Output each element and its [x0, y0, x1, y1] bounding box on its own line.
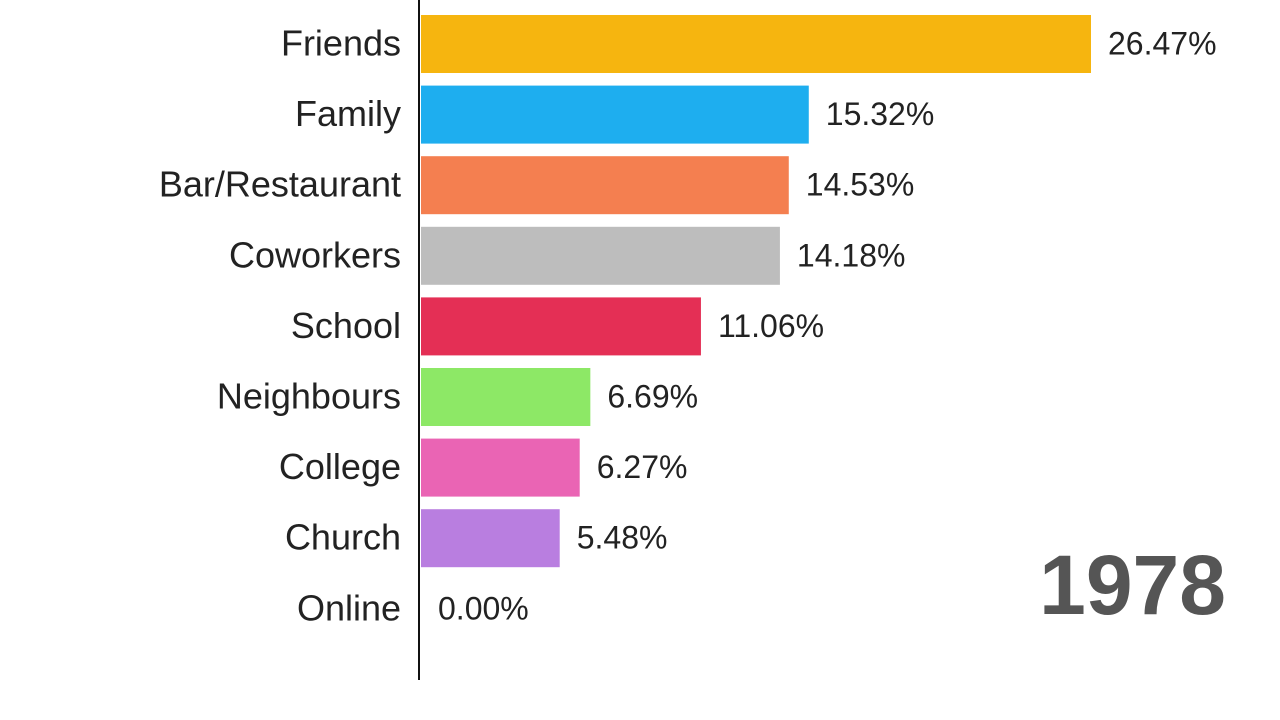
value-label: 0.00%: [438, 590, 529, 626]
bar: [421, 85, 809, 144]
bar: [421, 368, 591, 426]
value-label: 6.69%: [607, 378, 698, 414]
value-label: 11.06%: [718, 308, 824, 344]
value-label: 5.48%: [577, 520, 668, 556]
bar: [421, 438, 580, 497]
category-label: Online: [297, 587, 401, 628]
value-label: 14.18%: [797, 237, 906, 273]
category-label: Friends: [281, 23, 401, 64]
bar: [421, 15, 1091, 73]
category-label: Church: [285, 517, 401, 558]
year-annotation: 1978: [1039, 538, 1226, 632]
value-label: 15.32%: [826, 96, 935, 132]
value-label: 26.47%: [1108, 25, 1217, 61]
category-label: College: [279, 446, 401, 487]
category-label: Bar/Restaurant: [159, 164, 401, 205]
value-label: 6.27%: [597, 449, 688, 485]
value-label: 14.53%: [806, 167, 915, 203]
category-label: School: [291, 305, 401, 346]
bar: [421, 509, 560, 568]
category-label: Family: [295, 93, 401, 134]
bar: [421, 226, 780, 285]
bar: [421, 297, 701, 356]
category-label: Neighbours: [217, 376, 401, 417]
category-label: Coworkers: [229, 234, 401, 275]
bar: [421, 156, 789, 215]
